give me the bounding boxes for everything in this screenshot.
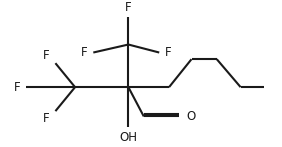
Text: F: F (43, 112, 50, 125)
Text: O: O (186, 110, 195, 123)
Text: F: F (81, 46, 88, 59)
Text: F: F (125, 1, 132, 14)
Text: F: F (14, 81, 20, 94)
Text: F: F (43, 49, 50, 62)
Text: OH: OH (119, 131, 137, 144)
Text: F: F (165, 46, 171, 59)
